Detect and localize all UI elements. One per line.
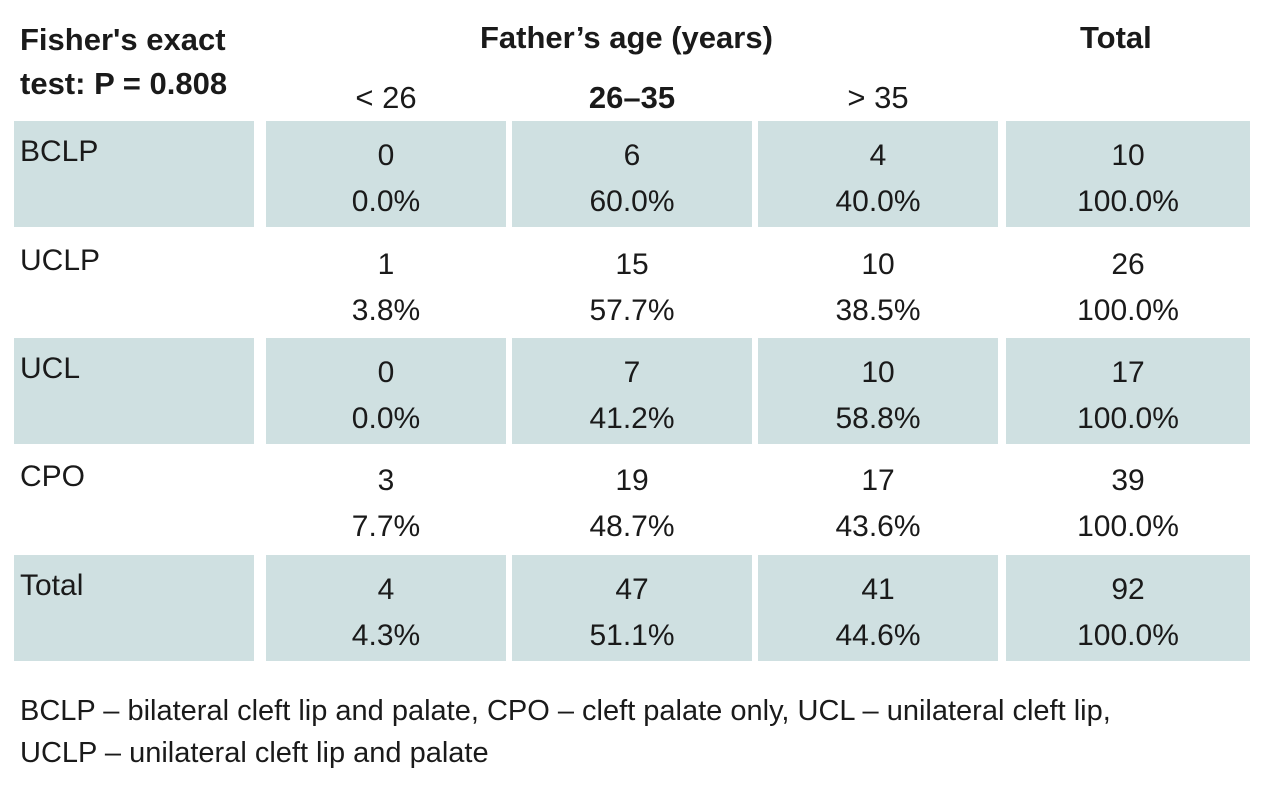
total-column-header: Total [1080, 20, 1152, 55]
cell-under-26: 0 0.0% [266, 121, 506, 227]
fisher-test-line-1: Fisher's exact [20, 22, 226, 57]
cell-over-35: 4 40.0% [758, 121, 998, 227]
cell-under-26: 3 7.7% [266, 446, 506, 552]
cell-total: 10 100.0% [1006, 121, 1250, 227]
cell-under-26: 1 3.8% [266, 230, 506, 336]
cell-total: 26 100.0% [1006, 230, 1250, 336]
count-value: 3 [377, 464, 395, 497]
cell-over-35: 10 38.5% [758, 230, 998, 336]
percent-value: 3.8% [351, 294, 421, 327]
count-value: 10 [1111, 139, 1145, 172]
cell-total: 17 100.0% [1006, 338, 1250, 444]
percent-value: 0.0% [351, 185, 421, 218]
count-value: 39 [1111, 464, 1145, 497]
row-label: UCLP [20, 244, 101, 277]
fathers-age-group-header: Father’s age (years) [480, 20, 773, 55]
percent-value: 100.0% [1077, 185, 1179, 218]
count-value: 1 [377, 248, 395, 281]
percent-value: 100.0% [1077, 510, 1179, 543]
percent-value: 40.0% [835, 185, 921, 218]
cell-over-35: 41 44.6% [758, 555, 998, 661]
cell-26-35: 47 51.1% [512, 555, 752, 661]
row-label: CPO [20, 460, 86, 493]
fisher-test-label: Fisher's exact test: P = 0.808 [20, 18, 227, 106]
table-row-uclp: UCLP 1 3.8% 15 57.7% 10 38.5% 26 100.0% [14, 230, 1250, 336]
count-value: 47 [615, 573, 649, 606]
cell-26-35: 7 41.2% [512, 338, 752, 444]
count-value: 0 [377, 139, 395, 172]
cell-26-35: 15 57.7% [512, 230, 752, 336]
count-value: 7 [623, 356, 641, 389]
cell-under-26: 0 0.0% [266, 338, 506, 444]
count-value: 17 [861, 464, 895, 497]
count-value: 17 [1111, 356, 1145, 389]
percent-value: 57.7% [589, 294, 675, 327]
footnote-line-1: BCLP – bilateral cleft lip and palate, C… [20, 695, 1111, 727]
percent-value: 100.0% [1077, 402, 1179, 435]
percent-value: 41.2% [589, 402, 675, 435]
count-value: 0 [377, 356, 395, 389]
column-header-26-35: 26–35 [588, 80, 676, 115]
row-label: BCLP [14, 121, 254, 227]
abbreviations-footnote: BCLP – bilateral cleft lip and palate, C… [20, 690, 1250, 774]
count-value: 4 [869, 139, 887, 172]
cell-total: 39 100.0% [1006, 446, 1250, 552]
count-value: 92 [1111, 573, 1145, 606]
percent-value: 100.0% [1077, 294, 1179, 327]
fisher-test-line-2: test: P = 0.808 [20, 66, 228, 101]
cell-over-35: 17 43.6% [758, 446, 998, 552]
percent-value: 0.0% [351, 402, 421, 435]
count-value: 6 [623, 139, 641, 172]
count-value: 41 [861, 573, 895, 606]
cell-26-35: 19 48.7% [512, 446, 752, 552]
percent-value: 48.7% [589, 510, 675, 543]
percent-value: 51.1% [589, 619, 675, 652]
percent-value: 7.7% [351, 510, 421, 543]
table-row-total: Total 4 4.3% 47 51.1% 41 44.6% 92 100.0% [14, 555, 1250, 661]
cell-total: 92 100.0% [1006, 555, 1250, 661]
row-label: Total [14, 555, 254, 661]
count-value: 26 [1111, 248, 1145, 281]
percent-value: 44.6% [835, 619, 921, 652]
percent-value: 60.0% [589, 185, 675, 218]
table-row-bclp: BCLP 0 0.0% 6 60.0% 4 40.0% 10 100.0% [14, 121, 1250, 227]
count-value: 10 [861, 248, 895, 281]
cell-over-35: 10 58.8% [758, 338, 998, 444]
cell-under-26: 4 4.3% [266, 555, 506, 661]
count-value: 10 [861, 356, 895, 389]
percent-value: 4.3% [351, 619, 421, 652]
percent-value: 58.8% [835, 402, 921, 435]
cell-26-35: 6 60.0% [512, 121, 752, 227]
percent-value: 100.0% [1077, 619, 1179, 652]
percent-value: 38.5% [835, 294, 921, 327]
count-value: 15 [615, 248, 649, 281]
column-header-over-35: > 35 [847, 80, 909, 115]
table-row-ucl: UCL 0 0.0% 7 41.2% 10 58.8% 17 100.0% [14, 338, 1250, 444]
table-row-cpo: CPO 3 7.7% 19 48.7% 17 43.6% 39 100.0% [14, 446, 1250, 552]
column-header-under-26: < 26 [355, 80, 417, 115]
count-value: 4 [377, 573, 395, 606]
count-value: 19 [615, 464, 649, 497]
row-label: UCL [14, 338, 254, 444]
footnote-line-2: UCLP – unilateral cleft lip and palate [20, 737, 489, 769]
percent-value: 43.6% [835, 510, 921, 543]
